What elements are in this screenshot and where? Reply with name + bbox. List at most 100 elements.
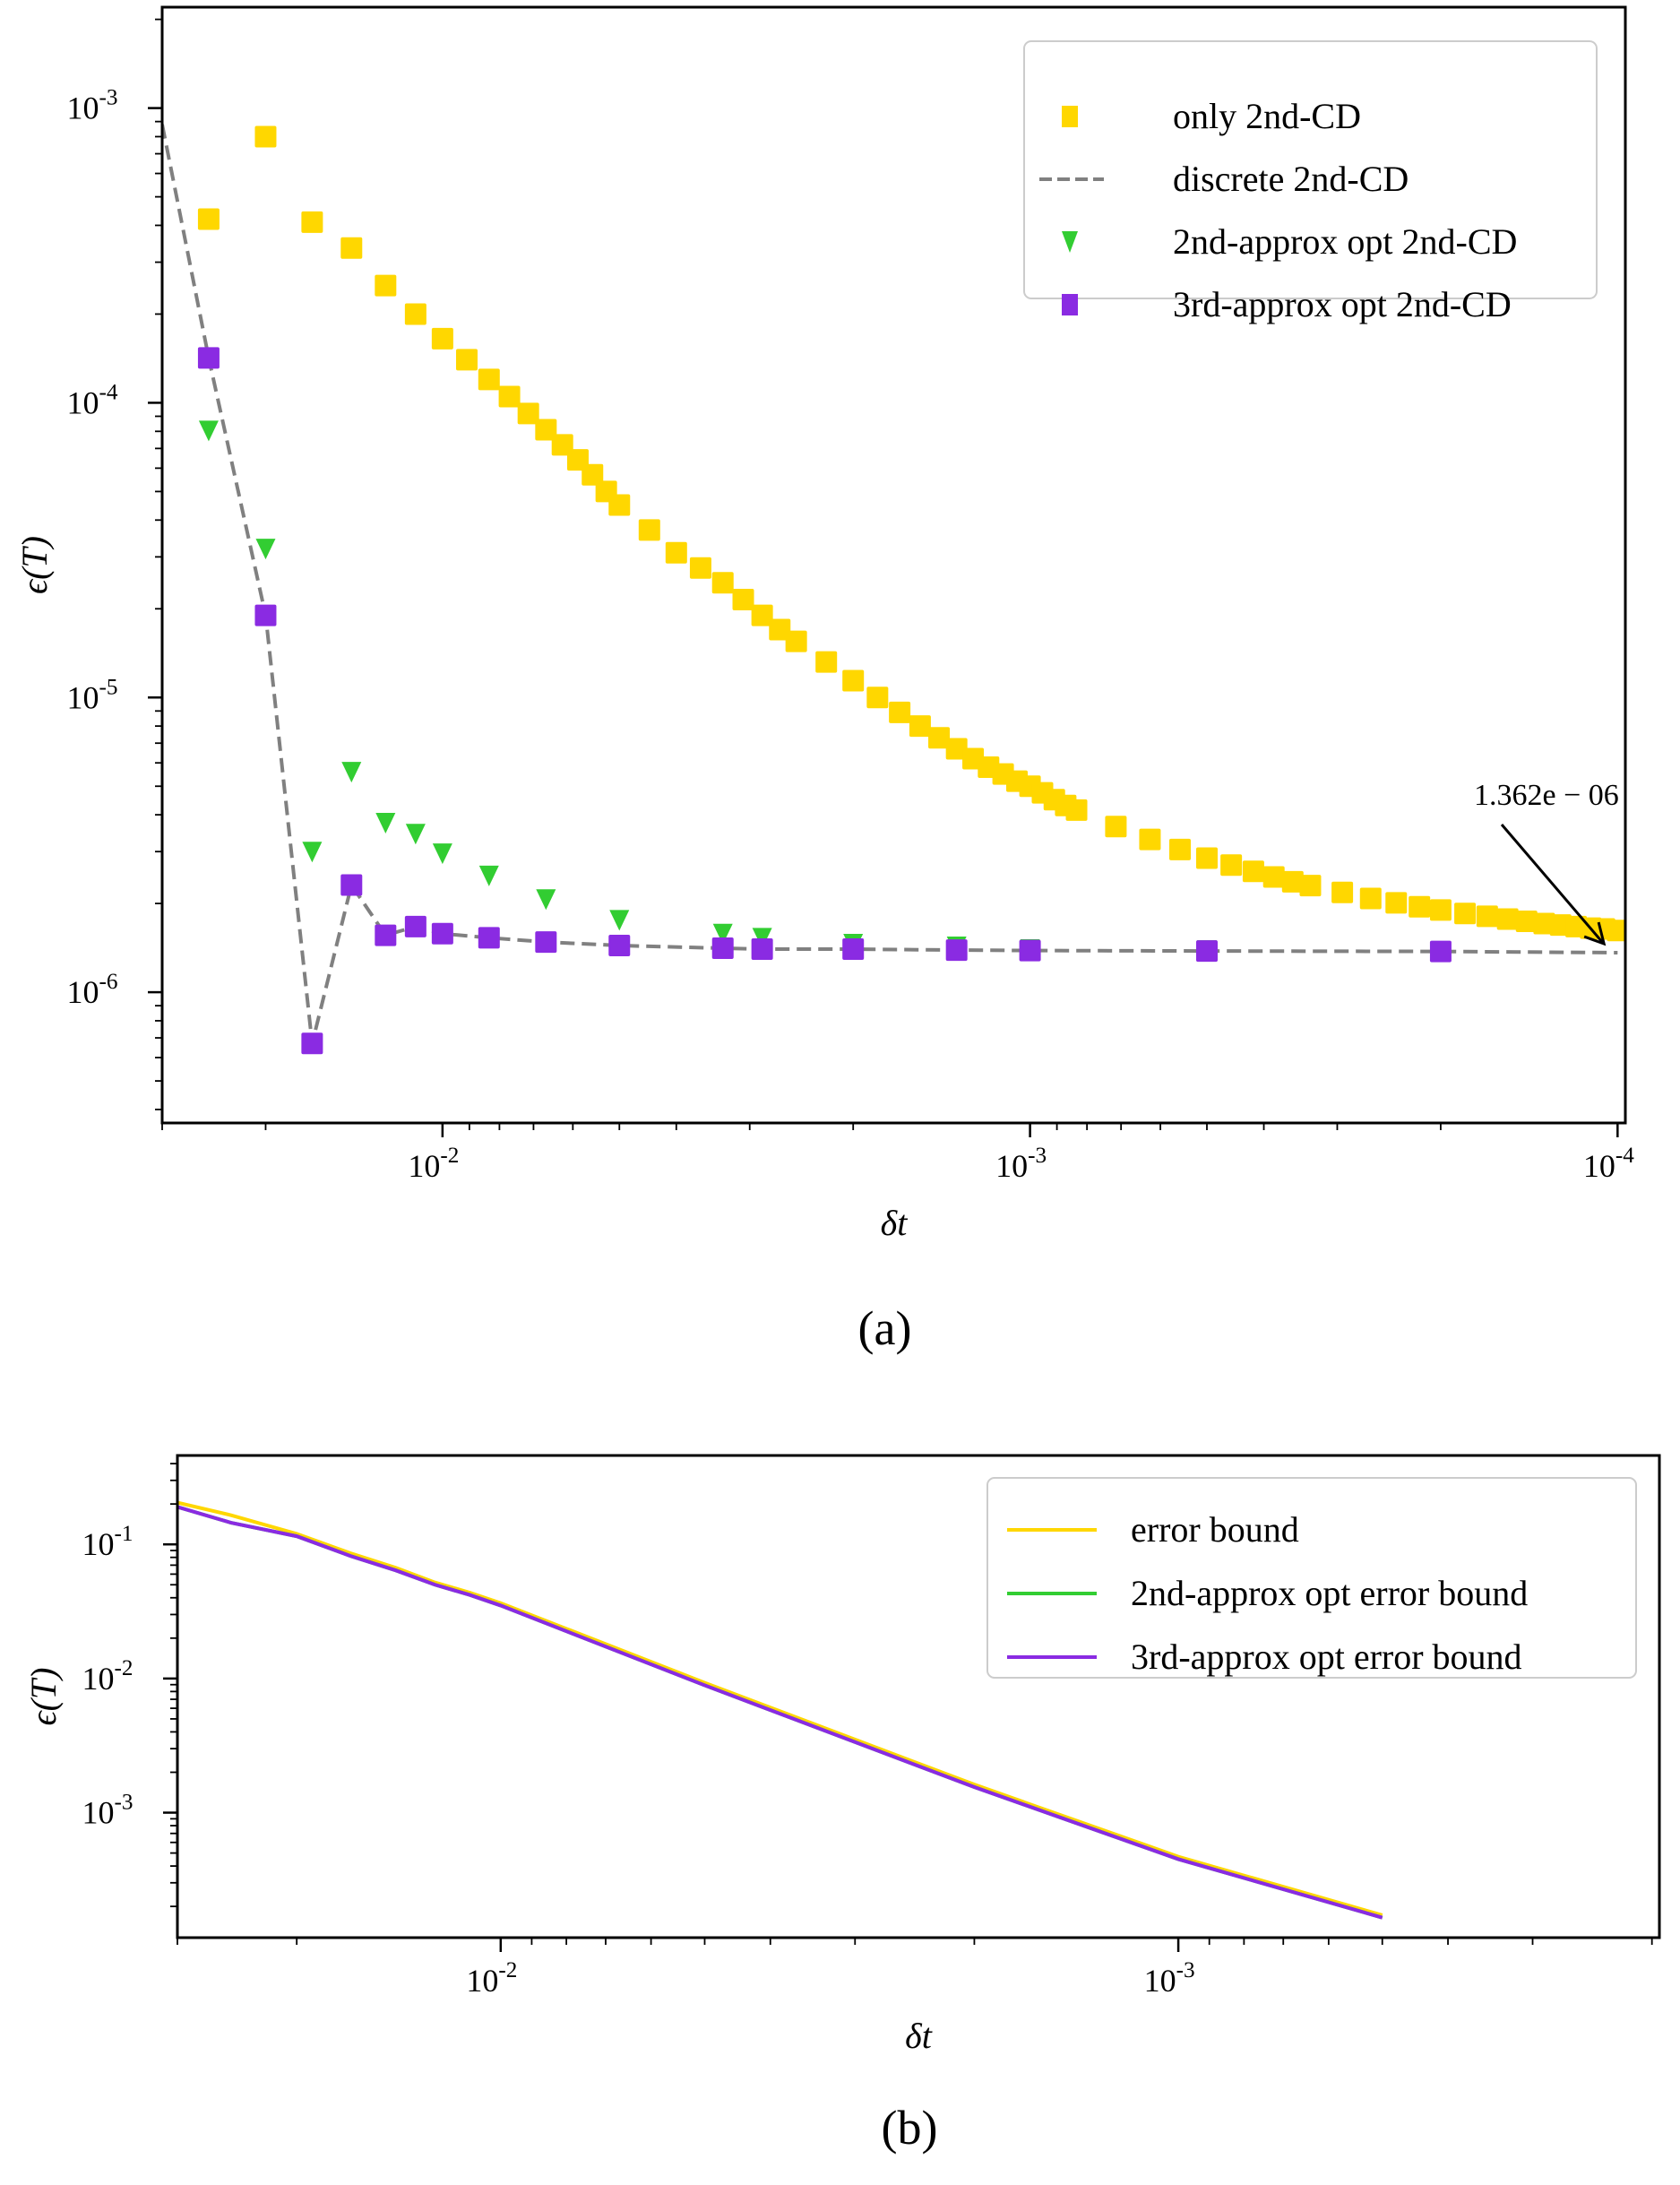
- y-tick-label: 10-5: [67, 675, 118, 715]
- data-point: [1359, 887, 1382, 910]
- chart-b: 10-2 10-3 10-1 10-2 10-3 δt ϵ(T) (b) error bound…: [23, 1454, 1661, 2155]
- data-point: [769, 618, 791, 641]
- data-point: [1476, 905, 1498, 928]
- annotation-arrow: [1500, 824, 1604, 944]
- data-point: [432, 843, 452, 865]
- data-point: [638, 519, 660, 541]
- series-error-bound: [177, 1500, 1383, 1917]
- series-3rd-approx-opt-2nd-cd: [197, 347, 1452, 1055]
- legend-item: discrete 2nd-CD: [1039, 159, 1409, 199]
- data-point: [340, 237, 363, 259]
- legend-label: 2nd-approx opt 2nd-CD: [1173, 221, 1517, 262]
- data-point: [375, 274, 397, 297]
- legend: only 2nd-CD discrete 2nd-CD 2nd-approx opt…: [1023, 40, 1598, 324]
- data-point: [405, 824, 426, 845]
- data-point: [254, 604, 277, 626]
- data-point: [375, 924, 397, 946]
- annotation-label: 1.362e − 06: [1474, 779, 1619, 812]
- data-point: [582, 463, 604, 486]
- data-point: [945, 738, 968, 760]
- series-3rd-approx-opt-error-bound: [177, 1505, 1383, 1920]
- data-point: [1168, 838, 1191, 860]
- data-point: [404, 303, 426, 325]
- data-point: [302, 842, 323, 863]
- data-point: [909, 715, 931, 738]
- axes-frame: [160, 5, 1627, 1125]
- data-point: [945, 939, 968, 962]
- data-point: [889, 701, 911, 723]
- axes-frame: [176, 1454, 1661, 1939]
- data-point: [498, 385, 521, 408]
- data-point: [375, 812, 396, 833]
- data-point: [1429, 899, 1452, 921]
- data-point: [608, 935, 631, 957]
- legend-label: error bound: [1131, 1509, 1299, 1550]
- data-point: [1429, 940, 1452, 963]
- data-point: [751, 938, 773, 961]
- data-point: [1019, 939, 1041, 962]
- data-point: [732, 588, 754, 610]
- data-point: [1139, 828, 1161, 851]
- legend-label: 2nd-approx opt error bound: [1131, 1573, 1528, 1613]
- data-point: [1105, 816, 1127, 838]
- legend-square-swatch: [1062, 294, 1078, 315]
- data-point: [197, 208, 220, 230]
- plot-area: [162, 124, 1625, 1055]
- legend-item: only 2nd-CD: [1062, 96, 1361, 136]
- data-point: [1262, 866, 1285, 888]
- data-point: [711, 572, 734, 594]
- data-point: [404, 915, 426, 937]
- plot-area: [177, 1500, 1383, 1920]
- data-point: [1496, 908, 1519, 930]
- data-point: [689, 557, 711, 579]
- data-point: [609, 910, 630, 931]
- data-point: [928, 727, 951, 749]
- data-point: [842, 938, 865, 961]
- data-point: [478, 927, 500, 949]
- data-point: [842, 669, 865, 692]
- data-point: [535, 931, 557, 954]
- data-point: [431, 922, 453, 945]
- data-point: [815, 651, 838, 673]
- data-point: [1195, 847, 1218, 869]
- data-point: [255, 539, 276, 560]
- data-point: [1409, 895, 1431, 918]
- x-tick-label: 10-2: [466, 1958, 517, 1999]
- data-point: [785, 630, 807, 652]
- legend-label: only 2nd-CD: [1173, 96, 1361, 136]
- data-point: [456, 349, 478, 371]
- x-axis-label: δt: [881, 1203, 909, 1243]
- data-point: [1299, 875, 1322, 897]
- legend-triangle-swatch: [1062, 231, 1078, 253]
- data-point: [478, 368, 500, 391]
- data-point: [478, 865, 499, 886]
- series-line: [177, 1500, 1383, 1917]
- data-point: [1454, 902, 1477, 925]
- x-tick-label: 10-4: [1583, 1144, 1634, 1184]
- data-point: [1195, 940, 1218, 963]
- legend-item: 3rd-approx opt 2nd-CD: [1062, 284, 1512, 324]
- x-tick-label: 10-2: [408, 1144, 459, 1184]
- data-point: [1281, 870, 1304, 893]
- chart-a: 10-2 10-3 10-4 10-3 10-4 10-5 10-6 δt ϵ(T) (a) 1.3…: [14, 5, 1634, 1355]
- legend-label: discrete 2nd-CD: [1173, 159, 1409, 199]
- data-point: [752, 928, 772, 949]
- x-tick-label: 10-3: [1144, 1958, 1195, 1999]
- data-point: [1385, 892, 1408, 914]
- data-point: [1220, 854, 1243, 877]
- panel-label: (b): [882, 2101, 938, 2155]
- series-line: [177, 1505, 1383, 1920]
- data-point: [608, 494, 631, 516]
- y-tick-label: 10-2: [82, 1656, 134, 1697]
- data-point: [1331, 881, 1354, 903]
- data-point: [517, 402, 539, 425]
- legend: error bound 2nd-approx opt error bound 3rd…: [986, 1477, 1637, 1679]
- data-point: [712, 923, 733, 945]
- legend-item: error bound: [1007, 1509, 1299, 1550]
- data-point: [1533, 912, 1555, 935]
- data-point: [665, 541, 687, 564]
- arrow-head-icon: [1583, 921, 1607, 946]
- data-point: [1242, 860, 1264, 883]
- data-point: [254, 125, 277, 148]
- legend-box: [986, 1477, 1637, 1679]
